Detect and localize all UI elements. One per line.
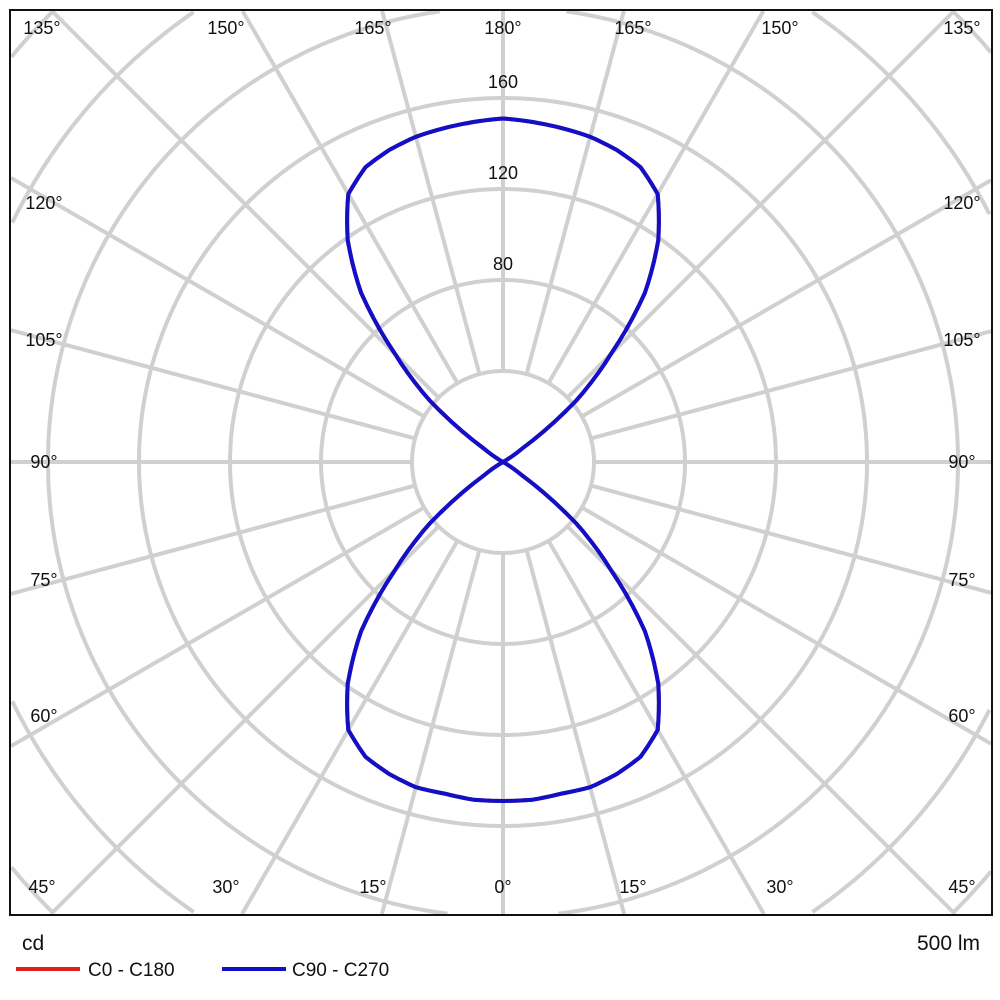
angle-label-right: 75° — [948, 570, 975, 590]
grid-spoke-345 — [379, 549, 482, 915]
angle-label-bottom: 30° — [212, 877, 239, 897]
unit-label: cd — [22, 932, 44, 955]
angle-label-right: 60° — [948, 706, 975, 726]
angle-label-left: 90° — [30, 452, 57, 472]
angle-label-right: 90° — [948, 452, 975, 472]
grid-spoke-315 — [49, 524, 441, 916]
angle-label-top: 150° — [761, 18, 798, 38]
legend-label-c90-c270: C90 - C270 — [292, 960, 389, 981]
grid-spoke-15 — [524, 549, 627, 915]
angle-label-top: 165° — [354, 18, 391, 38]
grid-spoke-225 — [50, 9, 441, 400]
angle-label-right: 105° — [943, 330, 980, 350]
angle-label-top: 135° — [23, 18, 60, 38]
angle-label-bottom: 45° — [948, 877, 975, 897]
angle-label-left: 120° — [25, 193, 62, 213]
radial-tick-label: 80 — [493, 254, 513, 274]
angle-label-top: 165° — [614, 18, 651, 38]
grid-spoke-45 — [565, 524, 957, 916]
grid-spoke-165 — [524, 10, 626, 375]
angle-label-bottom: 0° — [494, 877, 511, 897]
angle-label-top: 135° — [943, 18, 980, 38]
plot-frame — [9, 9, 993, 916]
flux-label: 500 lm — [917, 932, 980, 955]
radial-tick-labels: 80 120 160 — [488, 72, 518, 274]
grid-ring-240 — [10, 10, 992, 914]
angle-label-top: 150° — [207, 18, 244, 38]
legend: C0 - C180 C90 - C270 — [16, 960, 389, 981]
polar-grid — [9, 9, 993, 916]
grid-ring-200 — [46, 9, 960, 916]
grid-spoke-60 — [580, 505, 993, 746]
grid-ring-280 — [9, 10, 993, 914]
grid-spoke-195 — [380, 10, 482, 375]
grid-spoke-135 — [565, 9, 956, 400]
angle-label-bottom: 15° — [619, 877, 646, 897]
angle-label-right: 120° — [943, 193, 980, 213]
angle-label-left: 60° — [30, 706, 57, 726]
curves — [345, 116, 661, 803]
radial-tick-label: 160 — [488, 72, 518, 92]
grid-spoke-105 — [590, 329, 992, 441]
legend-label-c0-c180: C0 - C180 — [88, 960, 175, 981]
angle-labels: 135° 150° 165° 180° 165° 150° 135° 45° 30° 15° 0° 1… — [23, 18, 980, 897]
angle-label-bottom: 15° — [359, 877, 386, 897]
grid-spoke-285 — [10, 483, 416, 596]
grid-spoke-300 — [9, 505, 426, 748]
grid-spoke-240 — [9, 176, 426, 419]
angle-label-top: 180° — [484, 18, 521, 38]
series-curve-c90-c270 — [345, 116, 661, 803]
grid-spoke-120 — [580, 178, 992, 419]
radial-tick-label: 120 — [488, 163, 518, 183]
grid-spoke-75 — [590, 483, 992, 595]
angle-label-left: 105° — [25, 330, 62, 350]
angle-label-bottom: 45° — [28, 877, 55, 897]
grid-spoke-255 — [10, 328, 416, 441]
angle-label-left: 75° — [30, 570, 57, 590]
angle-label-bottom: 30° — [766, 877, 793, 897]
